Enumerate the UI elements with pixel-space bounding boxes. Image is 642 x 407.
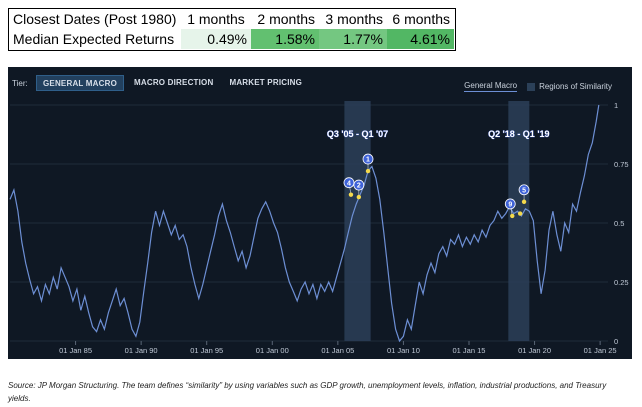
tier-tabs: GENERAL MACRO MACRO DIRECTION MARKET PRI…: [36, 75, 308, 91]
similar-point: [356, 194, 362, 200]
returns-summary-table: Closest Dates (Post 1980) 1 months 2 mon…: [8, 8, 456, 51]
chart-panel: Q3 '05 - Q1 '07 Q2 '18 - Q1 '19 1 2 4 9 5 01 Ja…: [8, 67, 632, 359]
similar-point: [348, 192, 354, 197]
source-caption: Source: JP Morgan Structuring. The team …: [8, 381, 607, 403]
table-header-cell: 1 months: [187, 11, 245, 27]
x-tick-label: 01 Jan 90: [125, 346, 158, 355]
x-tick-label: 01 Jan 20: [518, 346, 551, 355]
table-cell: 1.58%: [251, 29, 319, 49]
y-tick-label: 0.5: [614, 219, 624, 228]
y-tick-label: 0: [614, 337, 618, 346]
marker-badge: [362, 153, 374, 165]
region-swatch-icon: [527, 82, 536, 91]
marker-label: 1: [366, 157, 370, 164]
similar-point: [365, 168, 371, 174]
table-row: Median Expected Returns 0.49% 1.58% 1.77…: [9, 29, 455, 49]
y-tick-label: 1: [614, 101, 618, 110]
region-label: Q3 '05 - Q1 '07: [327, 129, 388, 139]
table-header-cell: Closest Dates (Post 1980): [13, 11, 177, 27]
marker-badge: [353, 179, 365, 191]
legend-regions-label: Regions of Similarity: [539, 82, 612, 91]
legend-regions[interactable]: Regions of Similarity: [527, 82, 612, 91]
marker-badge: [504, 198, 516, 210]
tier-label: Tier:: [12, 79, 28, 88]
similarity-region: [508, 101, 530, 341]
marker-badge: [518, 184, 530, 196]
marker-label: 9: [508, 202, 512, 209]
marker-label: 2: [357, 183, 361, 190]
x-tick-label: 01 Jan 95: [190, 346, 223, 355]
y-tick-label: 0.75: [614, 160, 629, 169]
table-header-row: Closest Dates (Post 1980) 1 months 2 mon…: [9, 9, 455, 29]
tab-macro-direction[interactable]: MACRO DIRECTION: [134, 78, 214, 87]
table-header-cell: 2 months: [257, 11, 315, 27]
table-cell: 1.77%: [319, 29, 387, 49]
chart-legend: General Macro Regions of Similarity: [464, 81, 612, 92]
region-label: Q2 '18 - Q1 '19: [488, 129, 549, 139]
tab-general-macro[interactable]: GENERAL MACRO: [36, 75, 125, 91]
x-tick-label: 01 Jan 25: [584, 346, 617, 355]
x-tick-label: 01 Jan 00: [256, 346, 289, 355]
table-header-cell: 6 months: [392, 11, 450, 27]
x-tick-label: 01 Jan 05: [321, 346, 354, 355]
table-header-cell: 3 months: [325, 11, 383, 27]
similarity-region: [344, 101, 371, 341]
table-row-label: Median Expected Returns: [9, 29, 181, 49]
x-tick-label: 01 Jan 10: [387, 346, 420, 355]
similar-point: [521, 199, 527, 204]
table-cell: 0.49%: [181, 29, 251, 49]
tab-market-pricing[interactable]: MARKET PRICING: [229, 78, 303, 87]
similar-point: [510, 213, 515, 219]
similar-point: [517, 211, 523, 216]
x-tick-label: 01 Jan 85: [59, 346, 92, 355]
marker-label: 4: [347, 180, 351, 187]
y-tick-label: 0.25: [614, 278, 629, 287]
marker-label: 5: [522, 187, 526, 194]
legend-general-macro[interactable]: General Macro: [464, 81, 518, 92]
table-cell: 4.61%: [387, 29, 454, 49]
macro-similarity-chart: Q3 '05 - Q1 '07 Q2 '18 - Q1 '19 1 24 9 5 01 Ja…: [9, 101, 629, 355]
x-tick-label: 01 Jan 15: [453, 346, 486, 355]
marker-badge: [343, 177, 355, 189]
general-macro-line: [9, 104, 600, 343]
